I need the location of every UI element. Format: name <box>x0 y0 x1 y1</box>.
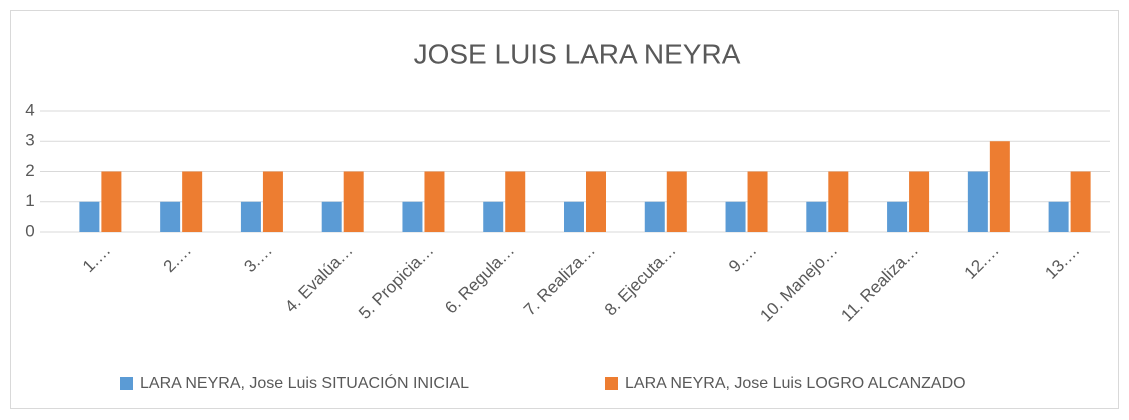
chart-title: JOSE LUIS LARA NEYRA <box>414 38 741 69</box>
bar <box>240 201 261 232</box>
bar <box>967 171 988 232</box>
y-tick-label: 1 <box>25 191 34 210</box>
bar <box>79 201 100 232</box>
bar <box>343 171 364 232</box>
bar <box>725 201 746 232</box>
legend-swatch <box>120 377 133 390</box>
bar <box>262 171 283 232</box>
bar <box>828 171 849 232</box>
bar <box>160 201 181 232</box>
bar <box>806 201 827 232</box>
bar <box>564 201 584 232</box>
bar <box>505 171 526 232</box>
bar <box>747 171 768 232</box>
bar <box>483 201 504 232</box>
bar <box>1048 201 1069 232</box>
bar <box>887 201 908 232</box>
y-tick-label: 4 <box>25 100 34 119</box>
bar <box>101 171 122 232</box>
bar <box>586 171 606 232</box>
y-tick-label: 0 <box>25 221 34 240</box>
bar <box>321 201 342 232</box>
bar <box>989 141 1010 232</box>
bar <box>182 171 203 232</box>
legend-label: LARA NEYRA, Jose Luis SITUACIÓN INICIAL <box>140 373 469 392</box>
y-tick-label: 2 <box>25 161 34 180</box>
legend-label: LARA NEYRA, Jose Luis LOGRO ALCANZADO <box>625 375 966 392</box>
bar <box>666 171 687 232</box>
bar <box>402 201 423 232</box>
legend-swatch <box>605 377 618 390</box>
y-tick-label: 3 <box>25 131 34 150</box>
bar <box>909 171 930 232</box>
bar <box>1070 171 1091 232</box>
bar <box>424 171 445 232</box>
bar <box>644 201 665 232</box>
